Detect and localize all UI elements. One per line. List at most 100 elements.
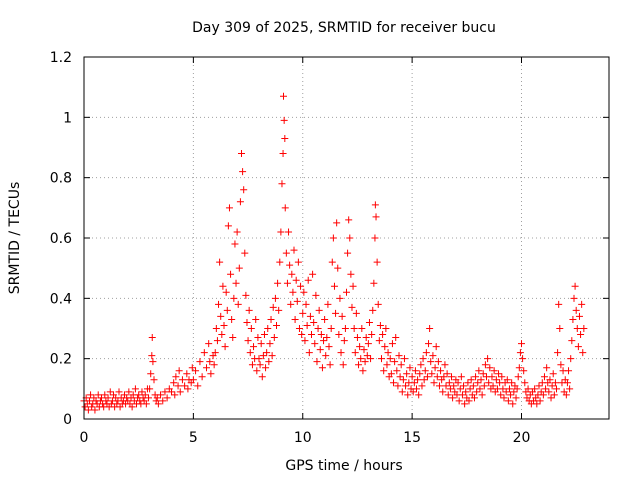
- data-point: [413, 385, 420, 393]
- data-point: [575, 312, 583, 320]
- data-point: [565, 367, 573, 375]
- x-tick-label: 0: [80, 430, 89, 446]
- data-point: [345, 216, 353, 224]
- data-point: [265, 358, 273, 366]
- data-point: [415, 391, 423, 399]
- data-point: [255, 355, 263, 363]
- data-point: [466, 385, 474, 393]
- data-point: [298, 331, 306, 339]
- data-point: [393, 367, 401, 375]
- data-point: [371, 234, 379, 242]
- data-point: [516, 349, 524, 357]
- data-point: [234, 300, 242, 308]
- data-point: [567, 355, 575, 363]
- data-point: [519, 355, 527, 363]
- data-point: [206, 358, 214, 366]
- data-point: [406, 364, 414, 372]
- data-point: [217, 312, 225, 320]
- data-point: [219, 282, 227, 290]
- data-point: [188, 364, 196, 372]
- data-point: [287, 300, 295, 308]
- data-point: [546, 376, 554, 384]
- data-point: [457, 373, 465, 381]
- data-point: [578, 300, 586, 308]
- data-point: [417, 361, 425, 369]
- data-point: [536, 397, 544, 405]
- data-point: [170, 379, 178, 387]
- data-point: [138, 388, 146, 396]
- data-point: [247, 325, 255, 332]
- data-point: [332, 309, 340, 317]
- data-point: [477, 376, 485, 384]
- data-point: [290, 246, 298, 254]
- data-point: [254, 334, 262, 342]
- data-point: [87, 391, 95, 399]
- data-point: [444, 391, 452, 399]
- data-point: [473, 388, 481, 396]
- data-point: [446, 385, 454, 393]
- data-point: [292, 276, 300, 284]
- data-point: [372, 213, 380, 221]
- data-point: [381, 343, 389, 351]
- data-point: [228, 315, 236, 323]
- data-point: [145, 394, 153, 402]
- data-point: [168, 388, 175, 396]
- data-point: [271, 294, 279, 302]
- data-point: [449, 394, 457, 402]
- data-point: [263, 349, 271, 357]
- data-point: [455, 397, 463, 405]
- data-point: [363, 352, 371, 360]
- y-tick-label: 0.6: [50, 231, 72, 247]
- data-point: [426, 325, 434, 332]
- data-point: [390, 379, 398, 387]
- data-point: [356, 343, 364, 351]
- data-point: [299, 309, 307, 317]
- data-point: [437, 367, 445, 375]
- data-point: [149, 358, 157, 366]
- data-point: [563, 379, 571, 387]
- data-point: [422, 349, 430, 357]
- data-point: [465, 397, 473, 405]
- data-point: [404, 391, 412, 399]
- data-point: [280, 92, 287, 100]
- data-point: [553, 385, 560, 393]
- data-point: [467, 376, 475, 384]
- data-point: [458, 391, 466, 399]
- y-tick-label: 0.4: [50, 291, 72, 307]
- data-point: [520, 367, 528, 375]
- data-point: [521, 379, 529, 387]
- data-point: [419, 355, 427, 363]
- data-point: [115, 388, 123, 396]
- data-point: [387, 370, 395, 378]
- data-point: [450, 382, 458, 390]
- data-point: [285, 228, 293, 236]
- data-point: [378, 355, 385, 363]
- data-point: [233, 228, 241, 236]
- data-point: [91, 406, 99, 414]
- data-point: [395, 352, 403, 360]
- data-point: [248, 361, 256, 369]
- data-point: [148, 334, 156, 342]
- data-point: [224, 222, 232, 230]
- data-point: [229, 334, 237, 342]
- data-point: [314, 325, 322, 332]
- data-point: [351, 349, 359, 357]
- data-point: [243, 318, 251, 326]
- data-point: [410, 379, 418, 387]
- data-point: [574, 343, 582, 351]
- data-point: [225, 204, 233, 212]
- data-point: [432, 343, 440, 351]
- x-tick-label: 15: [403, 430, 421, 446]
- data-point: [324, 300, 332, 308]
- data-point: [147, 370, 155, 378]
- data-point: [239, 168, 247, 176]
- data-point: [135, 391, 143, 399]
- data-point: [157, 391, 165, 399]
- data-point: [275, 306, 283, 314]
- data-point: [184, 385, 192, 393]
- data-point: [242, 291, 250, 299]
- data-point: [486, 364, 494, 372]
- data-point: [357, 355, 365, 363]
- data-point: [518, 340, 525, 348]
- data-point: [297, 282, 305, 290]
